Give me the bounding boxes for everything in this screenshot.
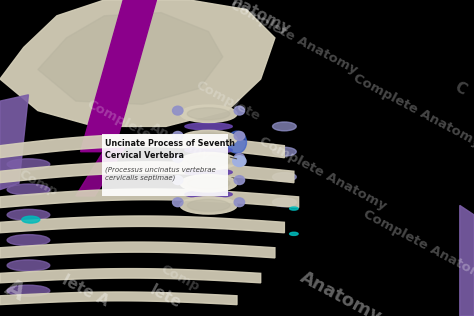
Ellipse shape [7, 285, 50, 296]
Ellipse shape [185, 123, 232, 130]
Polygon shape [0, 189, 299, 208]
Text: natomy: natomy [228, 0, 293, 38]
Ellipse shape [290, 232, 298, 235]
Polygon shape [0, 269, 261, 283]
Ellipse shape [185, 191, 232, 198]
Text: Complete: Complete [193, 79, 262, 124]
Ellipse shape [273, 198, 296, 207]
Ellipse shape [173, 198, 183, 207]
Text: Complete Anatomy: Complete Anatomy [256, 135, 388, 213]
Ellipse shape [187, 199, 230, 211]
Ellipse shape [7, 234, 50, 246]
Text: Complete: Complete [84, 98, 153, 143]
Polygon shape [0, 292, 237, 305]
Ellipse shape [22, 216, 40, 223]
Ellipse shape [234, 198, 245, 207]
Ellipse shape [180, 153, 237, 170]
Ellipse shape [273, 147, 296, 156]
Ellipse shape [290, 207, 298, 210]
Ellipse shape [273, 122, 296, 131]
Polygon shape [0, 162, 294, 183]
Ellipse shape [185, 169, 232, 176]
Ellipse shape [185, 147, 232, 154]
Text: (Processus uncinatus vertebrae
cervicalis septimae): (Processus uncinatus vertebrae cervicali… [105, 166, 216, 181]
Ellipse shape [234, 154, 245, 162]
Text: Comp: Comp [158, 263, 202, 294]
Ellipse shape [228, 131, 246, 153]
Polygon shape [0, 135, 284, 158]
Text: Complete Anatomy: Complete Anatomy [351, 71, 474, 150]
Ellipse shape [173, 106, 183, 115]
Ellipse shape [234, 131, 245, 140]
Text: lete: lete [148, 283, 184, 312]
Polygon shape [0, 95, 28, 190]
Text: Anatomy: Anatomy [148, 121, 212, 164]
FancyBboxPatch shape [102, 134, 228, 196]
Ellipse shape [180, 197, 237, 214]
Ellipse shape [173, 176, 183, 185]
Ellipse shape [234, 106, 245, 115]
Polygon shape [0, 0, 275, 126]
Text: Uncinate Process of Seventh
Cervical Vertebra: Uncinate Process of Seventh Cervical Ver… [105, 139, 235, 160]
Polygon shape [460, 205, 474, 316]
Polygon shape [38, 13, 223, 104]
Ellipse shape [273, 173, 296, 181]
Text: Comp: Comp [16, 168, 60, 199]
Polygon shape [81, 0, 156, 152]
Ellipse shape [234, 176, 245, 185]
Ellipse shape [173, 131, 183, 140]
Bar [294, 0, 474, 316]
Polygon shape [76, 142, 128, 196]
Ellipse shape [7, 209, 50, 221]
Text: Complete Anatomy: Complete Anatomy [361, 207, 474, 286]
Text: A: A [0, 276, 28, 306]
Ellipse shape [187, 108, 230, 120]
Ellipse shape [187, 177, 230, 189]
Ellipse shape [180, 130, 237, 148]
Polygon shape [0, 242, 275, 258]
Text: lete A: lete A [60, 272, 111, 309]
Ellipse shape [187, 155, 230, 167]
Ellipse shape [233, 156, 246, 167]
Ellipse shape [173, 154, 183, 162]
Polygon shape [0, 216, 284, 233]
Ellipse shape [7, 260, 50, 271]
Text: Anatomy: Anatomy [297, 268, 385, 316]
Ellipse shape [180, 105, 237, 122]
Ellipse shape [7, 159, 50, 170]
Ellipse shape [180, 174, 237, 192]
Ellipse shape [187, 133, 230, 145]
Text: C: C [451, 79, 468, 98]
Ellipse shape [7, 184, 50, 195]
Text: Complete Anatomy: Complete Anatomy [228, 0, 360, 77]
